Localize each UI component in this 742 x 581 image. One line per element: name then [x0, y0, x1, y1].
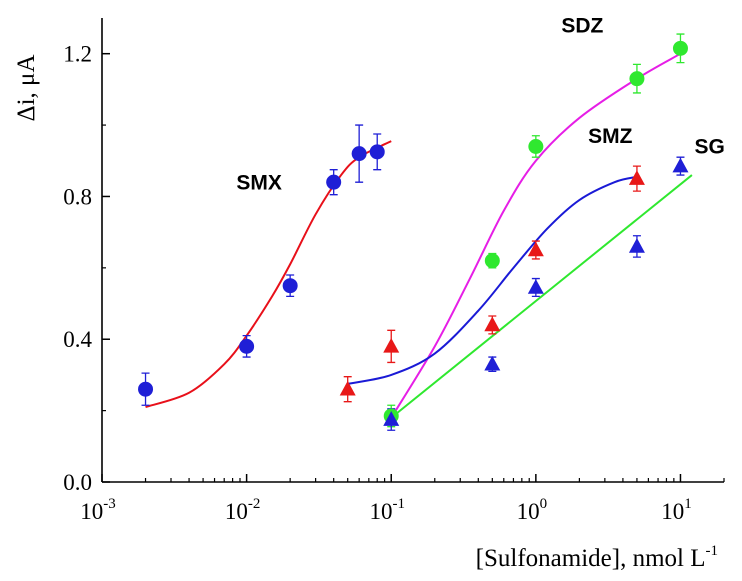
axis-ticks: 10-3 10-2 10-1 100 101 0.0 0.4 0.8 1.2 — [63, 42, 725, 524]
smx-fit-curve — [145, 140, 392, 408]
x-tick-label: 101 — [661, 496, 692, 524]
x-tick-label: 10-1 — [369, 496, 405, 524]
error-bars — [141, 33, 685, 431]
y-tick-label: 0.8 — [63, 184, 92, 209]
sdz-annotation: SDZ — [561, 14, 603, 37]
sg-annotation: SG — [694, 136, 724, 159]
sg-data-point — [383, 411, 400, 426]
x-tick-label: 10-3 — [80, 496, 116, 524]
x-axis-label: [Sulfonamide], nmol L-1 — [476, 543, 718, 572]
sg-data-point — [672, 157, 689, 173]
fit-curves — [145, 49, 693, 419]
sg-data-point — [628, 238, 645, 253]
y-tick-label: 0.4 — [63, 327, 92, 352]
smz-data-point — [527, 241, 544, 257]
sdz-data-point — [629, 71, 645, 87]
y-tick-label: 0.0 — [63, 470, 92, 495]
smx-data-point — [326, 174, 342, 190]
x-tick-label: 100 — [517, 496, 548, 524]
x-tick-label: 10-2 — [225, 496, 261, 524]
sdz-fit-curve — [390, 49, 688, 419]
smx-data-point — [369, 144, 385, 160]
smz-annotation: SMZ — [588, 125, 633, 148]
x-axis-label-superscript: -1 — [706, 543, 719, 559]
smx-data-point — [138, 381, 154, 397]
smz-data-point — [484, 316, 501, 332]
smx-data-point — [282, 278, 298, 294]
sdz-data-point — [528, 138, 544, 154]
sdz-data-point — [672, 40, 688, 56]
axes — [101, 18, 724, 483]
smz-data-point — [628, 170, 645, 185]
sg-data-point — [527, 279, 544, 294]
smx-data-point — [239, 338, 255, 354]
y-tick-label: 1.2 — [63, 42, 92, 67]
smz-data-point — [339, 380, 356, 396]
y-axis-label: Δi, μA — [13, 55, 40, 122]
smx-data-point — [351, 146, 367, 162]
sdz-data-point — [484, 253, 500, 269]
smz-fit-curve — [347, 175, 638, 385]
sg-data-point — [484, 355, 501, 371]
data-markers — [138, 40, 689, 426]
smx-annotation: SMX — [236, 171, 282, 194]
sg-fit-curve — [390, 174, 693, 419]
smz-data-point — [383, 337, 400, 353]
series-annotations: SMX SDZ SMZ SG — [236, 14, 724, 194]
